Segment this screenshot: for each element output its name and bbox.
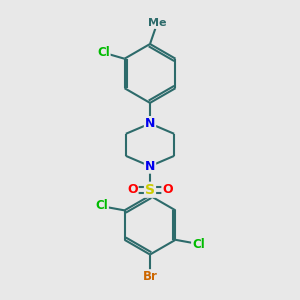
- Text: N: N: [145, 117, 155, 130]
- Text: Me: Me: [148, 18, 166, 28]
- Text: O: O: [162, 183, 173, 196]
- Text: Cl: Cl: [97, 46, 110, 59]
- Text: N: N: [145, 160, 155, 173]
- Text: Cl: Cl: [95, 200, 108, 212]
- Text: S: S: [145, 183, 155, 197]
- Text: O: O: [127, 183, 138, 196]
- Text: Br: Br: [142, 270, 158, 283]
- Text: Cl: Cl: [192, 238, 205, 251]
